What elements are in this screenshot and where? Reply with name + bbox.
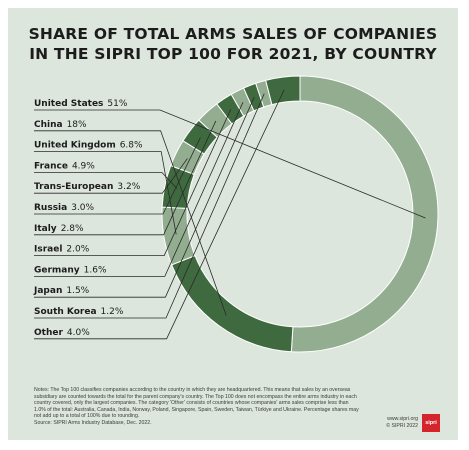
sipri-logo: sipri — [422, 414, 440, 432]
chart-source: Source: SIPRI Arms Industry Database, De… — [34, 420, 152, 426]
label-germany: Germany 1.6% — [34, 265, 107, 275]
chart-notes: Notes: The Top 100 classifies companies … — [34, 387, 359, 420]
slice-other — [265, 75, 301, 106]
slice-china — [171, 254, 294, 353]
donut-chart: United States 51% China 18% United Kingdom 6.… — [33, 75, 439, 353]
leader-france — [34, 171, 178, 189]
leader-united-states — [34, 109, 426, 219]
credit-url: www.sipri.org — [387, 416, 418, 422]
label-trans-european: Trans-European 3.2% — [34, 182, 141, 192]
slice-united-kingdom — [161, 206, 196, 266]
slice-united-states — [290, 75, 439, 353]
leader-japan — [34, 97, 255, 298]
label-russia: Russia 3.0% — [34, 203, 95, 213]
label-south-korea: South Korea 1.2% — [34, 307, 124, 317]
credit-block: www.sipri.org © SIPRI 2022 — [378, 416, 418, 429]
leader-trans-european — [34, 158, 188, 194]
chart-title: SHARE OF TOTAL ARMS SALES OF COMPANIES I… — [8, 24, 458, 64]
label-other: Other 4.0% — [34, 328, 90, 338]
leader-germany — [34, 102, 244, 277]
leader-other — [34, 89, 285, 340]
label-france: France 4.9% — [34, 161, 95, 171]
leader-china — [34, 130, 227, 316]
chart-title-line-2: IN THE SIPRI TOP 100 FOR 2021, BY COUNTR… — [29, 45, 437, 63]
label-china: China 18% — [34, 120, 87, 130]
leader-italy — [34, 120, 217, 236]
label-japan: Japan 1.5% — [33, 286, 90, 296]
credit-copyright: © SIPRI 2022 — [386, 422, 418, 429]
leader-israel — [34, 109, 232, 257]
leader-united-kingdom — [34, 151, 177, 235]
label-united-kingdom: United Kingdom 6.8% — [34, 141, 143, 151]
label-israel: Israel 2.0% — [34, 245, 90, 255]
label-italy: Italy 2.8% — [34, 224, 84, 234]
infographic-card: SHARE OF TOTAL ARMS SALES OF COMPANIES I… — [8, 8, 458, 440]
leader-russia — [34, 137, 201, 215]
chart-title-line-1: SHARE OF TOTAL ARMS SALES OF COMPANIES — [28, 25, 438, 43]
leader-south-korea — [34, 93, 265, 319]
label-united-states: United States 51% — [34, 99, 128, 109]
